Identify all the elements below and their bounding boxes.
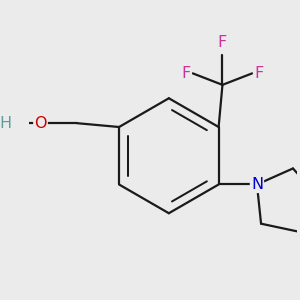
Text: O: O (34, 116, 47, 131)
Text: F: F (218, 35, 227, 50)
Text: F: F (254, 66, 263, 81)
Text: F: F (182, 66, 191, 81)
Text: H: H (0, 116, 12, 131)
Text: N: N (251, 177, 263, 192)
